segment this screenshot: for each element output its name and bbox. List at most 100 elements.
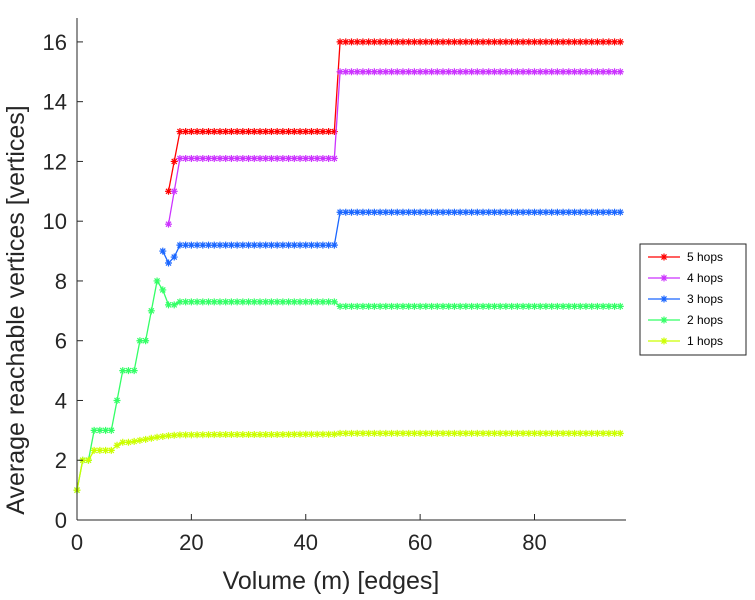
series-point — [142, 337, 150, 345]
series-point — [428, 302, 436, 310]
series-point — [342, 38, 350, 46]
series-point — [571, 68, 579, 76]
series-point — [513, 38, 521, 46]
series-point — [216, 298, 224, 306]
series-line — [162, 211, 621, 265]
series-point — [370, 38, 378, 46]
series-5 — [73, 429, 624, 494]
series-point — [439, 302, 447, 310]
series-point — [302, 241, 310, 249]
series-point — [553, 302, 561, 310]
series-point — [599, 38, 607, 46]
series-point — [176, 298, 184, 306]
series-point — [102, 446, 110, 454]
series-point — [279, 128, 287, 136]
series-4 — [73, 277, 624, 494]
series-point — [222, 241, 230, 249]
series-point — [313, 154, 321, 162]
series-point — [660, 316, 668, 324]
series-point — [582, 38, 590, 46]
y-tick-label: 12 — [43, 149, 67, 174]
series-point — [450, 429, 458, 437]
series-point — [262, 431, 270, 439]
series-point — [182, 241, 190, 249]
series-point — [187, 431, 195, 439]
series-point — [102, 426, 110, 434]
series-point — [245, 128, 253, 136]
series-point — [519, 208, 527, 216]
series-point — [239, 431, 247, 439]
series-point — [319, 298, 327, 306]
series-point — [508, 38, 516, 46]
legend-item: 4 hops — [648, 271, 723, 285]
series-point — [496, 38, 504, 46]
series-point — [336, 208, 344, 216]
series-point — [468, 429, 476, 437]
series-point — [124, 367, 132, 375]
series-point — [170, 157, 178, 165]
series-point — [519, 302, 527, 310]
series-point — [571, 302, 579, 310]
series-point — [90, 426, 98, 434]
series-point — [576, 68, 584, 76]
y-tick-label: 4 — [55, 388, 67, 413]
series-point — [319, 128, 327, 136]
series-point — [479, 208, 487, 216]
series-point — [456, 208, 464, 216]
series-point — [473, 429, 481, 437]
series-point — [599, 208, 607, 216]
series-point — [187, 154, 195, 162]
series-point — [496, 302, 504, 310]
series-point — [227, 298, 235, 306]
series-point — [319, 430, 327, 438]
series-point — [187, 298, 195, 306]
series-point — [571, 429, 579, 437]
series-point — [365, 38, 373, 46]
series-point — [353, 302, 361, 310]
series-point — [273, 128, 281, 136]
series-point — [416, 38, 424, 46]
series-point — [256, 241, 264, 249]
series-point — [348, 38, 355, 46]
legend-label: 4 hops — [687, 271, 723, 285]
series-point — [239, 128, 247, 136]
series-point — [193, 241, 201, 249]
series-point — [536, 429, 544, 437]
series-point — [416, 68, 424, 76]
series-point — [445, 302, 453, 310]
x-axis-title: Volume (m) [edges] — [223, 567, 440, 595]
series-point — [199, 298, 207, 306]
series-point — [365, 68, 373, 76]
series-point — [531, 429, 538, 437]
series-point — [290, 298, 298, 306]
series-point — [542, 429, 550, 437]
series-point — [508, 302, 516, 310]
series-point — [193, 298, 201, 306]
series-point — [113, 441, 121, 449]
series-point — [296, 154, 304, 162]
series-point — [142, 435, 150, 443]
series-point — [290, 241, 298, 249]
series-point — [485, 208, 493, 216]
series-point — [456, 429, 464, 437]
series-point — [216, 154, 224, 162]
series-3 — [159, 208, 624, 267]
series-point — [376, 38, 384, 46]
series-point — [302, 298, 310, 306]
series-point — [222, 128, 230, 136]
series-point — [388, 38, 396, 46]
series-point — [410, 208, 418, 216]
series-point — [456, 302, 464, 310]
series-point — [336, 429, 344, 437]
series-point — [433, 38, 441, 46]
series-point — [250, 128, 258, 136]
series-point — [227, 128, 235, 136]
series-point — [393, 68, 401, 76]
series-point — [399, 302, 407, 310]
series-point — [267, 128, 275, 136]
series-point — [159, 432, 167, 440]
series-point — [508, 208, 516, 216]
series-point — [393, 302, 401, 310]
series-point — [233, 241, 241, 249]
